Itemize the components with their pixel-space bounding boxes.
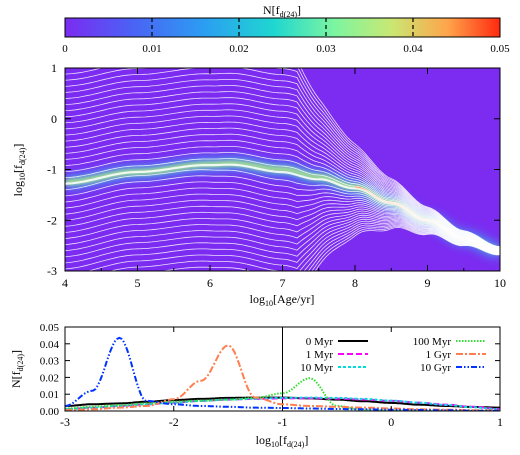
evolution-track-line — [65, 68, 500, 248]
distribution-ylabel: N[fd(24)] — [9, 350, 25, 388]
colorbar-tick-label: 0.02 — [229, 43, 248, 55]
distribution-ytick-label: 0.05 — [40, 322, 60, 334]
legend-label: 10 Gyr — [420, 362, 451, 374]
evolution-track-line — [65, 103, 500, 249]
series-line — [65, 336, 500, 411]
heatmap-xlabel: log10[Age/yr] — [250, 292, 315, 308]
evolution-track-line — [65, 72, 500, 248]
colorbar-tick-label: 0.05 — [490, 43, 510, 55]
heatmap-ytick-label: -2 — [47, 213, 57, 227]
evolution-track-line — [65, 97, 500, 249]
evolution-track-line — [65, 139, 500, 251]
heatmap-xtick-label: 8 — [352, 276, 358, 290]
heatmap-ytick-label: -3 — [47, 264, 57, 278]
evolution-track-line — [65, 206, 500, 253]
heatmap-ytick-label: 0 — [51, 112, 57, 126]
evolution-track-line — [65, 187, 500, 252]
evolution-track-line — [65, 163, 500, 252]
evolution-track-line — [311, 225, 500, 271]
legend-label: 1 Gyr — [426, 349, 452, 361]
heatmap-ytick-label: -1 — [47, 163, 57, 177]
legend-label: 1 Myr — [306, 349, 334, 361]
evolution-track-line — [314, 226, 500, 271]
evolution-track-line — [65, 204, 500, 253]
colorbar-tick-label: 0.01 — [142, 43, 161, 55]
colorbar: N[fd(24)] 0 0.01 0.02 0.03 0.04 0.05 — [62, 3, 510, 55]
distribution-ytick-label: 0.02 — [40, 372, 59, 384]
distribution-xtick-label: 0 — [388, 415, 394, 429]
heatmap-xtick-label: 10 — [494, 276, 506, 290]
distribution-ytick-label: 0.01 — [40, 389, 59, 401]
evolution-track-line — [65, 109, 500, 250]
colorbar-gradient — [64, 17, 501, 38]
evolution-track-line — [65, 152, 500, 251]
colorbar-tick-label: 0.04 — [403, 43, 423, 55]
heatmap-ytick-label: 1 — [51, 61, 57, 75]
heatmap-xtick-label: 9 — [425, 276, 431, 290]
colorbar-tick-label: 0 — [62, 43, 68, 55]
heatmap-xtick-label: 4 — [62, 276, 68, 290]
colorbar-label: N[fd(24)] — [263, 3, 301, 19]
evolution-track-line — [65, 121, 500, 250]
colorbar-tick-label: 0.03 — [316, 43, 336, 55]
evolution-track-line — [65, 85, 500, 249]
heatmap-xtick-label: 7 — [280, 276, 286, 290]
evolution-track-line — [65, 79, 500, 249]
evolution-track-line — [65, 91, 500, 249]
evolution-track-line — [65, 214, 500, 258]
distribution-xlabel: log10[fd(24)] — [256, 433, 309, 449]
legend-label: 0 Myr — [306, 336, 334, 348]
evolution-track-line — [307, 224, 500, 271]
evolution-track-line — [65, 199, 500, 253]
distribution-axes: -3 -2 -1 0 1 0.05 0.04 0.03 0.02 0.01 0.00 — [40, 322, 503, 429]
distribution-xtick-label: -3 — [60, 415, 70, 429]
series-line — [65, 344, 500, 411]
evolution-track-line — [159, 223, 500, 271]
evolution-track-line — [65, 133, 500, 250]
distribution-xtick-label: -1 — [278, 415, 288, 429]
distribution-panel: -3 -2 -1 0 10.050.040.030.020.010.00 0 Myr1 … — [9, 322, 503, 449]
distribution-xtick-label: -2 — [169, 415, 179, 429]
heatmap-xtick-label: 6 — [207, 276, 213, 290]
evolution-track-line — [65, 175, 500, 252]
evolution-track-line — [65, 181, 500, 252]
distribution-ytick-label: 0.04 — [40, 339, 60, 351]
evolution-track-line — [65, 218, 500, 270]
evolution-track-line — [65, 115, 500, 250]
evolution-track-line — [65, 169, 500, 252]
evolution-track-line — [65, 146, 500, 251]
distribution-ytick-label: 0.00 — [40, 406, 60, 418]
evolution-track-line — [65, 68, 500, 248]
evolution-track-line — [65, 216, 500, 264]
legend-label: 10 Myr — [300, 362, 333, 374]
evolution-track-line — [65, 127, 500, 250]
evolution-track-line — [65, 212, 500, 254]
legend-label: 100 Myr — [413, 336, 452, 348]
evolution-track-line — [65, 193, 500, 253]
evolution-track-line — [65, 208, 500, 253]
evolution-track-line — [65, 210, 500, 254]
colorbar-ticks: 0 0.01 0.02 0.03 0.04 0.05 — [62, 18, 510, 55]
distribution-xtick-label: 1 — [497, 415, 503, 429]
heatmap-xtick-label: 5 — [135, 276, 141, 290]
evolution-track-line — [65, 68, 500, 248]
heatmap-ylabel: log10[fd(24)] — [11, 144, 27, 197]
evolution-tracks — [65, 68, 500, 271]
distribution-ytick-label: 0.03 — [40, 356, 60, 368]
